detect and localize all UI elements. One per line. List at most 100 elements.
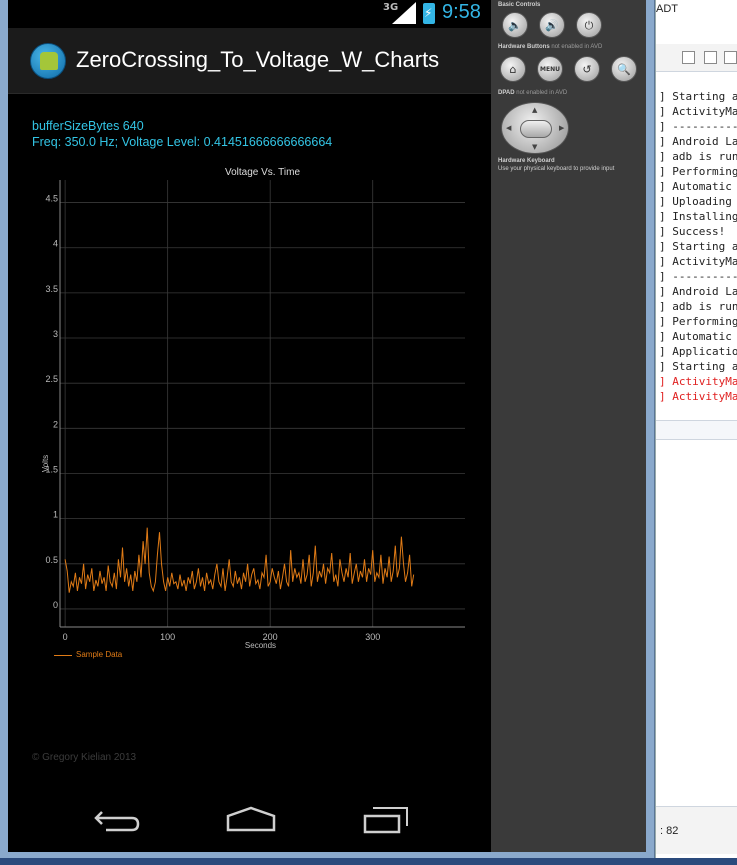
y-tick-label: 1.5 <box>45 464 58 474</box>
console-status: : 82 <box>656 806 737 854</box>
display-icon[interactable] <box>724 51 737 64</box>
signal-icon <box>392 2 416 24</box>
console-output: ] Starting a ] ActivityMa ] ---------- ] An… <box>659 89 737 404</box>
phone-screen: 3G ⚡ 9:58 ZeroCrossing_To_Voltage_W_Char… <box>8 0 491 852</box>
dpad-label: DPAD <box>498 90 515 96</box>
y-tick-label: 4 <box>53 239 58 249</box>
taskbar <box>0 858 737 865</box>
hardware-keyboard-heading: Hardware Keyboard <box>498 158 555 164</box>
battery-icon: ⚡ <box>423 3 435 24</box>
voltage-chart: Voltage Vs. Time 0 0.5 1 1.5 2 2.5 3 3.5 4 4.5 0 100… <box>41 167 465 650</box>
search-icon: 🔍 <box>617 63 631 76</box>
action-bar: ZeroCrossing_To_Voltage_W_Charts <box>8 28 491 94</box>
x-axis-label: Seconds <box>245 641 276 650</box>
android-icon <box>40 52 58 70</box>
menu-label: MENU <box>540 66 560 73</box>
y-tick-label: 2.5 <box>45 374 58 384</box>
console-line: ] ActivityMa <box>659 105 737 118</box>
y-tick-label: 1 <box>53 510 58 520</box>
console-title: ADT <box>656 3 678 15</box>
undo-icon: ↺ <box>582 63 592 76</box>
basic-controls-heading: Basic Controls <box>498 2 541 8</box>
chart-title: Voltage Vs. Time <box>225 167 300 178</box>
console-line: ] ActivityMa <box>659 390 737 403</box>
app-title: ZeroCrossing_To_Voltage_W_Charts <box>76 47 440 72</box>
y-tick-label: 0.5 <box>45 555 58 565</box>
console-toolbar <box>656 44 737 72</box>
document-icon[interactable] <box>682 51 695 64</box>
clock: 9:58 <box>442 1 481 23</box>
legend-label: Sample Data <box>76 650 123 659</box>
volume-up-button[interactable]: 🔊 <box>539 12 565 38</box>
y-tick-label: 3.5 <box>45 284 58 294</box>
lock-icon[interactable] <box>704 51 717 64</box>
console-line: ] Starting a <box>659 240 737 253</box>
x-tick-label: 0 <box>63 632 68 642</box>
y-tick-label: 2 <box>53 419 58 429</box>
console-line: ] ActivityMa <box>659 375 737 388</box>
hardware-back-button[interactable]: ↺ <box>574 56 600 82</box>
hardware-buttons-note: not enabled in AVD <box>551 44 603 50</box>
dpad-right-icon: ▶ <box>559 124 565 132</box>
adt-console-window: ADT ] Starting a ] ActivityMa ] ----------… <box>655 0 737 865</box>
emulator-window: 3G ⚡ 9:58 ZeroCrossing_To_Voltage_W_Char… <box>0 0 655 858</box>
console-line: ] adb is run <box>659 150 737 163</box>
series-line <box>64 527 415 593</box>
back-icon[interactable] <box>92 802 142 838</box>
search-button[interactable]: 🔍 <box>611 56 637 82</box>
info-panel: bufferSizeBytes 640 Freq: 350.0 Hz; Volt… <box>32 118 332 150</box>
menu-button[interactable]: MENU <box>537 56 563 82</box>
console-line: ] Android La <box>659 285 737 298</box>
x-tick-label: 100 <box>160 632 175 642</box>
console-line: ] Applicatio <box>659 345 737 358</box>
status-bar: 3G ⚡ 9:58 <box>8 0 491 28</box>
console-line: ] Performing <box>659 165 737 178</box>
power-icon: ⏻ <box>584 19 594 32</box>
volume-up-icon: 🔊 <box>545 19 559 32</box>
network-type: 3G <box>383 2 399 13</box>
console-line: ] ---------- <box>659 120 737 133</box>
power-button[interactable]: ⏻ <box>576 12 602 38</box>
console-line: ] Performing <box>659 315 737 328</box>
console-line: ] adb is run <box>659 300 737 313</box>
console-line: ] Starting a <box>659 90 737 103</box>
dpad-center-button[interactable] <box>520 120 552 138</box>
app-icon[interactable] <box>30 43 66 79</box>
console-line: ] Installing <box>659 210 737 223</box>
cursor-position: : 82 <box>660 825 679 837</box>
legend-swatch <box>54 655 72 656</box>
x-tick-label: 200 <box>263 632 278 642</box>
navigation-bar <box>8 790 491 852</box>
copyright-text: © Gregory Kielian 2013 <box>32 752 137 763</box>
recent-apps-icon[interactable] <box>361 802 411 838</box>
volume-down-icon: 🔈 <box>508 19 522 32</box>
frequency-voltage-text: Freq: 350.0 Hz; Voltage Level: 0.4145166… <box>32 135 333 149</box>
home-icon[interactable] <box>226 802 276 838</box>
hardware-keyboard-note: Use your physical keyboard to provide in… <box>498 166 615 172</box>
hardware-buttons-heading: Hardware Buttons not enabled in AVD <box>498 44 602 50</box>
y-tick-label: 0 <box>53 600 58 610</box>
hardware-buttons-label: Hardware Buttons <box>498 44 550 50</box>
charging-icon: ⚡ <box>424 6 433 20</box>
console-line: ] Starting a <box>659 360 737 373</box>
console-line: ] Uploading <box>659 195 737 208</box>
hardware-home-button[interactable]: ⌂ <box>500 56 526 82</box>
y-axis-label: Volts <box>41 455 50 472</box>
console-line: ] Success! <box>659 225 726 238</box>
console-line: ] Automatic <box>659 180 737 193</box>
dpad-up-icon: ▲ <box>532 106 538 114</box>
volume-down-button[interactable]: 🔈 <box>502 12 528 38</box>
dpad-left-icon: ◀ <box>506 124 512 132</box>
emulator-control-panel: Basic Controls 🔈 🔊 ⏻ Hardware Buttons no… <box>491 0 646 852</box>
y-tick-label: 4.5 <box>45 194 58 204</box>
dpad-down-icon: ▼ <box>532 143 538 151</box>
console-divider <box>656 420 737 440</box>
dpad-note: not enabled in AVD <box>516 90 568 96</box>
console-line: ] ActivityMa <box>659 255 737 268</box>
dpad-heading: DPAD not enabled in AVD <box>498 90 567 96</box>
home-outline-icon: ⌂ <box>509 63 517 76</box>
dpad[interactable]: ▲ ▼ ◀ ▶ <box>501 102 569 154</box>
console-line: ] ---------- <box>659 270 737 283</box>
console-line: ] Automatic <box>659 330 737 343</box>
